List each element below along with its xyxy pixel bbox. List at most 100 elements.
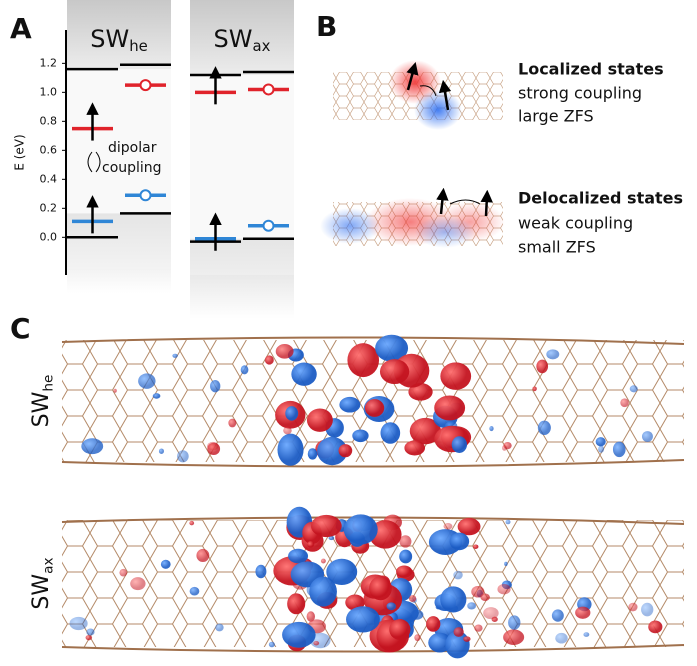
orbital-lobe — [339, 444, 353, 457]
orbital-lobe — [440, 586, 466, 612]
orbital-lobe — [506, 520, 511, 525]
y-tick-label: 1.0 — [40, 85, 58, 98]
state-text: small ZFS — [518, 238, 596, 257]
orbital-lobe — [458, 518, 481, 535]
orbital-lobe — [473, 544, 478, 548]
orbital-lobe — [508, 615, 520, 629]
orbital-lobe — [620, 398, 629, 407]
orbital-lobe — [389, 619, 410, 640]
orbital-lobe — [396, 565, 412, 577]
orbital-lobe — [463, 636, 470, 642]
orbital-lobe — [153, 393, 161, 399]
orbital-lobe — [138, 373, 155, 388]
orbital-lobe — [196, 549, 209, 562]
group-title-sub: he — [129, 37, 148, 55]
orbital-lobe — [546, 349, 559, 359]
orbital-lobe — [308, 448, 318, 459]
orbital-lobe — [207, 443, 220, 455]
orbital-lobe — [287, 593, 305, 614]
tube — [62, 507, 684, 659]
y-tick-label: 0.6 — [40, 143, 58, 156]
annotation: dipolar — [108, 140, 157, 156]
orbital-lobe — [630, 385, 638, 392]
orbital-lobe — [598, 445, 604, 452]
orbital-lobe — [443, 523, 452, 530]
orbital-lobe — [130, 577, 145, 590]
orbital-lobe — [480, 593, 489, 601]
state-text: weak coupling — [518, 214, 633, 233]
orbital-lobe — [282, 622, 316, 648]
orbital-lobe — [269, 642, 275, 648]
state-text: strong coupling — [518, 84, 642, 103]
y-axis-label: E (eV) — [13, 134, 27, 170]
orbital-lobe — [81, 438, 103, 454]
hole-marker — [264, 221, 274, 231]
orbital-lobe — [288, 549, 308, 563]
orbital-lobe — [409, 595, 416, 602]
orbital-lobe — [453, 627, 463, 637]
orbital-lobe — [228, 419, 236, 428]
orbital-lobe — [189, 521, 194, 525]
orbital-lobe — [426, 616, 440, 632]
state-title: Localized states — [518, 60, 664, 79]
orbital-lobe — [641, 603, 653, 617]
orbital-lobe — [172, 354, 177, 358]
tube — [62, 335, 684, 467]
orbital-lobe — [648, 620, 662, 633]
orbital-lobe — [307, 408, 333, 431]
orbital-lobe — [86, 635, 93, 640]
orbital-lobe — [346, 606, 380, 632]
orbital-lobe — [352, 429, 368, 442]
orbital-lobe — [307, 541, 314, 548]
orbital-lobe — [70, 617, 88, 630]
orbital-lobe — [434, 395, 465, 420]
orbital-lobe — [190, 587, 200, 596]
orbital-lobe — [114, 389, 117, 393]
orbital-lobe — [483, 607, 499, 619]
row-label-main: SW — [29, 391, 54, 427]
spin — [486, 196, 487, 216]
orbital-lobe — [285, 406, 298, 421]
state-title: Delocalized states — [518, 189, 683, 208]
row-label-main: SW — [29, 574, 54, 610]
page: Figure {"chart_data": {"type": "levels",… — [0, 0, 697, 666]
glow — [415, 216, 475, 248]
orbital-lobe — [119, 569, 127, 577]
orbital-lobe — [215, 624, 223, 632]
row-label-sub: ax — [41, 557, 57, 573]
orbital-lobe — [596, 437, 606, 446]
y-tick-label: 0.4 — [40, 172, 58, 185]
orbital-lobe — [380, 422, 400, 444]
orbital-lobe — [538, 421, 551, 435]
state-text: large ZFS — [518, 107, 594, 126]
orbital-lobe — [321, 559, 326, 564]
panel-label: A — [10, 12, 32, 45]
orbital-lobe — [386, 602, 396, 610]
orbital-lobe — [552, 609, 564, 621]
orbital-lobe — [277, 434, 303, 466]
tube-localized — [333, 60, 503, 130]
orbital-lobe — [642, 431, 653, 442]
orbital-lobe — [283, 427, 292, 435]
orbital-lobe — [369, 576, 392, 600]
orbital-lobe — [504, 562, 507, 566]
orbital-lobe — [467, 602, 476, 609]
panel-label: B — [316, 10, 337, 43]
orbital-lobe — [309, 577, 337, 607]
y-tick-label: 0.2 — [40, 201, 58, 214]
orbital-lobe — [474, 624, 482, 631]
orbital-lobe — [536, 360, 548, 374]
orbital-lobe — [365, 399, 384, 417]
orbital-lobe — [177, 450, 189, 462]
group-title-sub: ax — [253, 37, 271, 55]
orbital-lobe — [583, 632, 589, 637]
row-label-sub: he — [41, 375, 57, 392]
orbital-lobe — [555, 633, 567, 644]
annotation: coupling — [102, 160, 162, 176]
orbital-lobe — [414, 634, 420, 641]
orbital-lobe — [344, 514, 378, 544]
orbital-lobe — [265, 355, 274, 364]
orbital-lobe — [311, 515, 342, 537]
orbital-lobe — [440, 362, 471, 390]
